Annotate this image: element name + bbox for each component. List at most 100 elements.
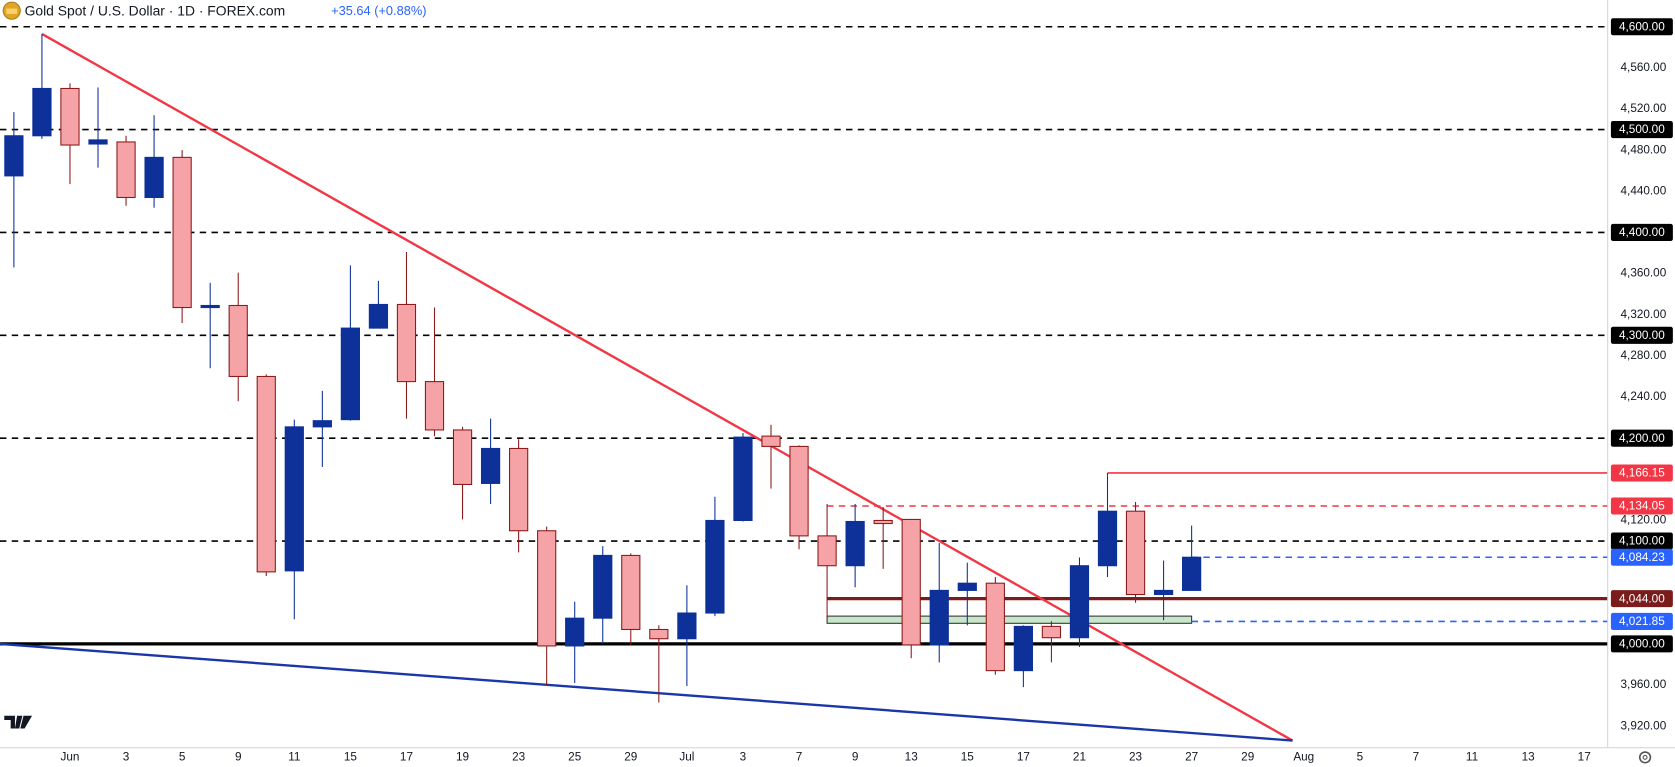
candle-body xyxy=(60,87,80,146)
y-tick-label: 4,320.00 xyxy=(1621,308,1667,321)
x-tick-label: 15 xyxy=(344,750,358,763)
y-tick-label: 4,120.00 xyxy=(1621,514,1667,527)
candle-body xyxy=(845,520,865,567)
x-tick-label: 17 xyxy=(1017,750,1030,763)
candle-body xyxy=(116,141,136,199)
price-badge-label: 4,100.00 xyxy=(1619,535,1665,548)
x-tick-label: Aug xyxy=(1293,750,1314,763)
price-badge xyxy=(1610,429,1673,447)
price-badge xyxy=(1610,548,1673,566)
x-tick-label: 7 xyxy=(1413,750,1420,763)
candle-body xyxy=(480,447,501,484)
x-tick-label: 15 xyxy=(961,750,975,763)
price-badge-label: 4,600.00 xyxy=(1619,20,1665,33)
price-badge xyxy=(1610,464,1673,482)
candle-body xyxy=(340,327,360,421)
candle-body xyxy=(957,582,977,591)
candle-body xyxy=(509,447,529,532)
x-tick-label: 5 xyxy=(1357,750,1364,763)
candle-body xyxy=(368,303,389,329)
candle-body xyxy=(789,445,809,537)
price-badge xyxy=(1610,326,1673,344)
candle-body xyxy=(88,139,108,145)
price-badge-label: 4,500.00 xyxy=(1619,123,1665,136)
candle-body xyxy=(144,156,164,199)
price-badge xyxy=(1610,590,1673,608)
candle-body xyxy=(1097,510,1118,567)
price-badge-label: 4,000.00 xyxy=(1619,638,1665,651)
candle-body xyxy=(649,628,669,640)
y-tick-label: 4,240.00 xyxy=(1621,390,1667,403)
price-badge-label: 4,400.00 xyxy=(1619,226,1665,239)
price-badge xyxy=(1610,612,1673,630)
candle-body xyxy=(424,381,445,431)
price-badge xyxy=(1610,532,1673,550)
candle-body xyxy=(537,530,557,647)
candle-body xyxy=(312,420,332,428)
candle-body xyxy=(4,135,24,177)
candle-body xyxy=(256,375,276,573)
price-badge xyxy=(1610,121,1673,139)
x-tick-label: 17 xyxy=(1578,750,1591,763)
candle-body xyxy=(873,519,893,525)
candle-body xyxy=(200,304,220,309)
x-tick-label: 17 xyxy=(400,750,413,763)
price-badge-label: 4,044.00 xyxy=(1619,592,1665,605)
candle-body xyxy=(1182,556,1202,591)
price-badge-label: 4,021.85 xyxy=(1619,615,1665,628)
x-tick-label: 9 xyxy=(852,750,859,763)
candle-body xyxy=(32,87,52,137)
candle-body xyxy=(1013,625,1033,672)
price-badge xyxy=(1610,18,1673,36)
price-badge-label: 4,200.00 xyxy=(1619,432,1665,445)
y-tick-label: 3,960.00 xyxy=(1621,678,1667,691)
header: Gold Spot / U.S. Dollar · 1D · FOREX.com… xyxy=(2,1,426,20)
symbol-icon-bar xyxy=(6,8,18,14)
x-tick-label: 23 xyxy=(1129,750,1143,763)
candle-body xyxy=(172,156,192,309)
price-badge-label: 4,084.23 xyxy=(1619,551,1665,564)
candle-body xyxy=(761,435,781,447)
candle-body xyxy=(228,304,248,377)
y-tick-label: 4,480.00 xyxy=(1621,143,1667,156)
price-badge xyxy=(1610,497,1673,515)
price-badge xyxy=(1610,635,1673,653)
tv-logo xyxy=(4,715,33,729)
candle-body xyxy=(1153,589,1174,596)
candle-body xyxy=(284,426,304,572)
x-tick-label: 13 xyxy=(905,750,919,763)
x-tick-label: 11 xyxy=(1466,750,1478,763)
candle-body xyxy=(705,519,725,614)
x-tick-label: 29 xyxy=(624,750,637,763)
settings-icon[interactable] xyxy=(1638,751,1652,764)
candle-body xyxy=(565,617,585,647)
x-tick-label: 3 xyxy=(123,750,130,763)
candle-body xyxy=(1125,510,1146,596)
y-tick-label: 3,920.00 xyxy=(1621,719,1667,732)
x-tick-label: 29 xyxy=(1241,750,1254,763)
trendline xyxy=(0,642,1293,742)
candle-body xyxy=(985,582,1005,672)
y-tick-label: 4,360.00 xyxy=(1621,267,1667,280)
y-tick-label: 4,560.00 xyxy=(1621,61,1667,74)
x-tick-label: 25 xyxy=(568,750,582,763)
x-tick-label: Jun xyxy=(60,750,79,763)
candle-body xyxy=(452,429,473,485)
candle-body xyxy=(593,554,613,619)
x-tick-label: 13 xyxy=(1522,750,1536,763)
zone xyxy=(826,615,1193,624)
price-badge-label: 4,300.00 xyxy=(1619,329,1665,342)
candle-body xyxy=(733,436,753,521)
candle-body xyxy=(396,303,417,383)
plot-area xyxy=(0,25,1608,742)
y-tick-label: 4,440.00 xyxy=(1621,184,1667,197)
candle-body xyxy=(929,589,949,646)
symbol-title: Gold Spot / U.S. Dollar · 1D · FOREX.com xyxy=(25,2,286,18)
candle-body xyxy=(817,535,837,567)
candle-body xyxy=(1041,625,1062,639)
price-badge xyxy=(1610,223,1673,242)
x-tick-label: 19 xyxy=(456,750,469,763)
price-change: +35.64 (+0.88%) xyxy=(331,3,426,18)
candle-body xyxy=(1069,565,1090,639)
x-tick-label: 23 xyxy=(512,750,526,763)
